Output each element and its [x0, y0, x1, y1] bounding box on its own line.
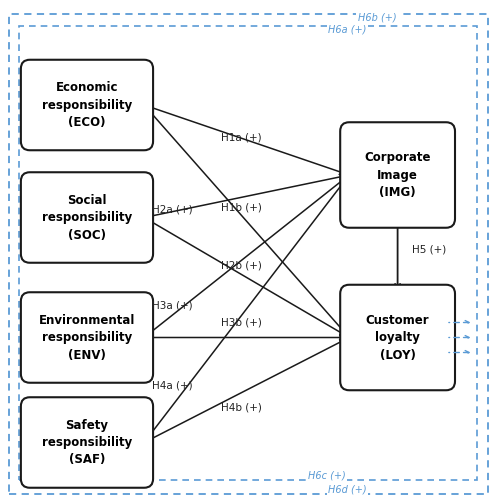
Text: Social
responsibility
(SOC): Social responsibility (SOC) [42, 194, 132, 242]
Text: H4b (+): H4b (+) [221, 402, 262, 412]
Text: H6b (+): H6b (+) [358, 12, 397, 22]
FancyBboxPatch shape [340, 285, 455, 390]
Text: H3a (+): H3a (+) [152, 300, 192, 310]
Text: H4a (+): H4a (+) [152, 380, 192, 390]
Text: H6d (+): H6d (+) [328, 485, 367, 495]
Text: H2a (+): H2a (+) [152, 205, 192, 215]
FancyBboxPatch shape [21, 60, 153, 150]
Text: H1b (+): H1b (+) [221, 202, 262, 212]
Text: H6a (+): H6a (+) [328, 25, 366, 35]
Text: Corporate
Image
(IMG): Corporate Image (IMG) [364, 151, 431, 199]
Text: Safety
responsibility
(SAF): Safety responsibility (SAF) [42, 418, 132, 467]
Text: H2b (+): H2b (+) [221, 260, 262, 270]
Text: H5 (+): H5 (+) [412, 245, 446, 255]
FancyBboxPatch shape [21, 172, 153, 263]
Text: Environmental
responsibility
(ENV): Environmental responsibility (ENV) [39, 314, 135, 362]
Text: H3b (+): H3b (+) [221, 318, 262, 328]
Text: Economic
responsibility
(ECO): Economic responsibility (ECO) [42, 81, 132, 129]
Text: H6c (+): H6c (+) [308, 471, 346, 481]
FancyBboxPatch shape [340, 122, 455, 228]
FancyBboxPatch shape [21, 397, 153, 488]
Text: Customer
loyalty
(LOY): Customer loyalty (LOY) [366, 314, 429, 362]
Text: H1a (+): H1a (+) [221, 132, 262, 142]
FancyBboxPatch shape [21, 292, 153, 383]
